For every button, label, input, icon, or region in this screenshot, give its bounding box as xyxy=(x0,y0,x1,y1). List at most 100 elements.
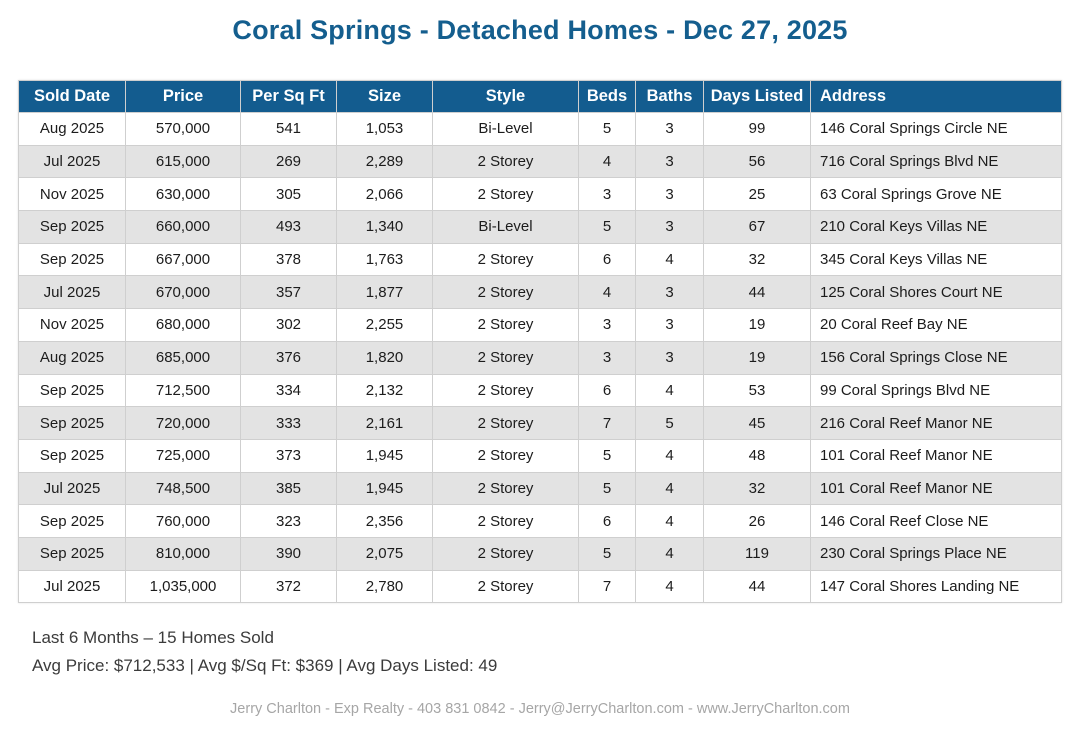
table-cell: 3 xyxy=(635,340,704,375)
table-cell: 2,780 xyxy=(336,569,433,604)
table-cell: Bi-Level xyxy=(432,210,579,244)
table-cell: 7 xyxy=(578,406,636,440)
table-cell: 119 xyxy=(703,536,811,571)
table-cell: 56 xyxy=(703,144,811,179)
table-cell: 493 xyxy=(240,210,337,244)
table-cell: 25 xyxy=(703,177,811,212)
table-row: Sep 2025 810,000 390 2,075 2 Storey 5 4 119 230 … xyxy=(18,536,1062,571)
table-cell: 63 Coral Springs Grove NE xyxy=(810,177,1062,212)
table-cell: 323 xyxy=(240,504,337,538)
summary-block: Last 6 Months – 15 Homes Sold Avg Price:… xyxy=(32,624,497,680)
table-cell: Nov 2025 xyxy=(18,308,126,342)
table-cell: Aug 2025 xyxy=(18,340,126,375)
table-cell: 2 Storey xyxy=(432,406,579,440)
table-cell: 376 xyxy=(240,340,337,375)
table-cell: 6 xyxy=(578,242,636,277)
table-cell: 4 xyxy=(635,438,704,473)
table-cell: 1,340 xyxy=(336,210,433,244)
table-cell: 99 xyxy=(703,112,811,146)
table-cell: 101 Coral Reef Manor NE xyxy=(810,438,1062,473)
table-cell: Jul 2025 xyxy=(18,471,126,506)
table-cell: 2 Storey xyxy=(432,536,579,571)
table-cell: 5 xyxy=(578,438,636,473)
table-cell: 725,000 xyxy=(125,438,241,473)
table-cell: 385 xyxy=(240,471,337,506)
table-cell: 1,820 xyxy=(336,340,433,375)
table-cell: 541 xyxy=(240,112,337,146)
table-row: Nov 2025 630,000 305 2,066 2 Storey 3 3 25 63 Co… xyxy=(18,177,1062,212)
listings-table-container: Sold Date Price Per Sq Ft Size Style Beds Bath… xyxy=(18,80,1062,604)
summary-homes-sold: Last 6 Months – 15 Homes Sold xyxy=(32,628,274,647)
table-body: Aug 2025 570,000 541 1,053 Bi-Level 5 3 99 146 C… xyxy=(18,112,1062,604)
table-cell: Aug 2025 xyxy=(18,112,126,146)
table-cell: 7 xyxy=(578,569,636,604)
table-cell: 570,000 xyxy=(125,112,241,146)
table-row: Sep 2025 667,000 378 1,763 2 Storey 6 4 32 345 C… xyxy=(18,242,1062,277)
table-cell: 1,877 xyxy=(336,275,433,310)
agent-contact-line: Jerry Charlton - Exp Realty - 403 831 08… xyxy=(230,701,850,717)
table-cell: 810,000 xyxy=(125,536,241,571)
table-cell: 32 xyxy=(703,471,811,506)
table-cell: 667,000 xyxy=(125,242,241,277)
table-cell: Jul 2025 xyxy=(18,144,126,179)
table-cell: 20 Coral Reef Bay NE xyxy=(810,308,1062,342)
table-cell: 373 xyxy=(240,438,337,473)
table-cell: 4 xyxy=(635,373,704,408)
page-title: Coral Springs - Detached Homes - Dec 27,… xyxy=(232,15,848,45)
table-cell: 210 Coral Keys Villas NE xyxy=(810,210,1062,244)
table-cell: 67 xyxy=(703,210,811,244)
table-cell: 2,075 xyxy=(336,536,433,571)
table-cell: 48 xyxy=(703,438,811,473)
table-cell: 615,000 xyxy=(125,144,241,179)
table-cell: 6 xyxy=(578,373,636,408)
table-cell: 2 Storey xyxy=(432,340,579,375)
table-cell: 716 Coral Springs Blvd NE xyxy=(810,144,1062,179)
table-cell: 2,066 xyxy=(336,177,433,212)
table-cell: 357 xyxy=(240,275,337,310)
table-cell: 147 Coral Shores Landing NE xyxy=(810,569,1062,604)
table-cell: 4 xyxy=(635,242,704,277)
table-cell: 3 xyxy=(635,144,704,179)
table-cell: 760,000 xyxy=(125,504,241,538)
table-cell: 333 xyxy=(240,406,337,440)
table-cell: 720,000 xyxy=(125,406,241,440)
table-cell: 748,500 xyxy=(125,471,241,506)
table-cell: 2,132 xyxy=(336,373,433,408)
table-cell: 2,161 xyxy=(336,406,433,440)
table-cell: 26 xyxy=(703,504,811,538)
table-cell: 1,945 xyxy=(336,471,433,506)
table-cell: 125 Coral Shores Court NE xyxy=(810,275,1062,310)
table-row: Sep 2025 660,000 493 1,340 Bi-Level 5 3 67 210 C… xyxy=(18,210,1062,244)
table-cell: 712,500 xyxy=(125,373,241,408)
column-header: Per Sq Ft xyxy=(240,80,337,113)
table-cell: 2 Storey xyxy=(432,242,579,277)
table-cell: 2 Storey xyxy=(432,144,579,179)
table-cell: 670,000 xyxy=(125,275,241,310)
table-cell: Sep 2025 xyxy=(18,210,126,244)
table-cell: 2 Storey xyxy=(432,471,579,506)
table-cell: Sep 2025 xyxy=(18,504,126,538)
table-row: Jul 2025 748,500 385 1,945 2 Storey 5 4 32 101 C… xyxy=(18,471,1062,506)
table-cell: 305 xyxy=(240,177,337,212)
table-cell: 1,035,000 xyxy=(125,569,241,604)
table-cell: 5 xyxy=(578,536,636,571)
table-cell: 44 xyxy=(703,569,811,604)
table-row: Sep 2025 720,000 333 2,161 2 Storey 7 5 45 216 C… xyxy=(18,406,1062,440)
table-cell: 1,945 xyxy=(336,438,433,473)
table-cell: Nov 2025 xyxy=(18,177,126,212)
table-cell: 3 xyxy=(578,308,636,342)
table-cell: 3 xyxy=(635,112,704,146)
table-cell: 2,255 xyxy=(336,308,433,342)
summary-averages: Avg Price: $712,533 | Avg $/Sq Ft: $369 … xyxy=(32,656,498,675)
table-cell: 4 xyxy=(635,504,704,538)
table-header: Sold Date Price Per Sq Ft Size Style Beds Bath… xyxy=(18,80,1062,113)
table-row: Jul 2025 670,000 357 1,877 2 Storey 4 3 44 125 C… xyxy=(18,275,1062,310)
table-cell: 269 xyxy=(240,144,337,179)
table-cell: 345 Coral Keys Villas NE xyxy=(810,242,1062,277)
table-row: Nov 2025 680,000 302 2,255 2 Storey 3 3 19 20 Co… xyxy=(18,308,1062,342)
table-row: Sep 2025 712,500 334 2,132 2 Storey 6 4 53 99 Co… xyxy=(18,373,1062,408)
table-cell: 53 xyxy=(703,373,811,408)
table-cell: 302 xyxy=(240,308,337,342)
table-cell: 3 xyxy=(635,177,704,212)
